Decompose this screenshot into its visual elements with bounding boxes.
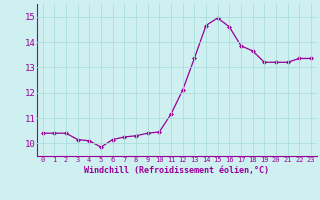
X-axis label: Windchill (Refroidissement éolien,°C): Windchill (Refroidissement éolien,°C) bbox=[84, 166, 269, 175]
